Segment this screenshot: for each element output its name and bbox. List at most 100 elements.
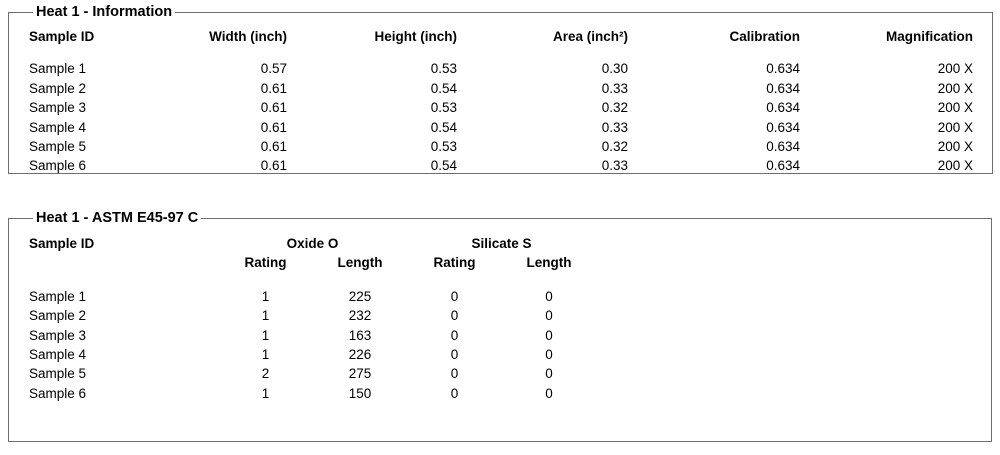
cell-silicate-rating: 0 (450, 308, 459, 324)
cell-silicate-length: 0 (545, 288, 553, 304)
table-row: Sample 1 1 225 0 0 (29, 287, 596, 306)
cell-magnification: 200 X (937, 100, 973, 116)
table-row: Sample 3 1 163 0 0 (29, 326, 596, 345)
cell-magnification: 200 X (937, 139, 973, 155)
cell-oxide-length: 232 (348, 308, 372, 324)
cell-magnification: 200 X (937, 119, 973, 135)
information-header-row: Sample ID Width (inch) Height (inch) Are… (29, 27, 973, 59)
table-row: Sample 6 0.61 0.54 0.33 0.634 200 X (29, 156, 973, 175)
col-header-calibration: Calibration (729, 29, 800, 44)
table-row: Sample 4 0.61 0.54 0.33 0.634 200 X (29, 118, 973, 137)
cell-sample-id: Sample 5 (29, 139, 87, 155)
cell-calibration: 0.634 (766, 139, 800, 155)
group-header-oxide: Oxide O (286, 236, 339, 251)
cell-silicate-length: 0 (545, 308, 553, 324)
cell-sample-id: Sample 1 (29, 288, 87, 304)
cell-sample-id: Sample 4 (29, 119, 87, 135)
astm-subheader-row: Rating Length Rating Length (29, 253, 596, 286)
cell-area: 0.32 (601, 100, 628, 116)
cell-height: 0.53 (430, 100, 457, 116)
cell-sample-id: Sample 3 (29, 327, 87, 343)
cell-oxide-length: 275 (348, 366, 372, 382)
cell-sample-id: Sample 4 (29, 347, 87, 363)
table-row: Sample 1 0.57 0.53 0.30 0.634 200 X (29, 59, 973, 78)
cell-width: 0.57 (260, 61, 287, 77)
cell-oxide-length: 150 (348, 385, 372, 401)
table-row: Sample 3 0.61 0.53 0.32 0.634 200 X (29, 98, 973, 117)
col-header-magnification: Magnification (886, 29, 973, 44)
group-header-silicate: Silicate S (471, 236, 532, 251)
col-header-oxide-rating: Rating (244, 255, 287, 271)
cell-oxide-rating: 2 (261, 366, 270, 382)
cell-sample-id: Sample 2 (29, 80, 87, 96)
cell-magnification: 200 X (937, 80, 973, 96)
cell-oxide-rating: 1 (261, 327, 270, 343)
cell-calibration: 0.634 (766, 80, 800, 96)
cell-oxide-rating: 1 (261, 385, 270, 401)
cell-silicate-rating: 0 (450, 288, 459, 304)
table-row: Sample 6 1 150 0 0 (29, 384, 596, 403)
cell-width: 0.61 (260, 100, 287, 116)
astm-group-header-row: Sample ID Oxide O Silicate S (29, 234, 596, 253)
col-header-oxide-length: Length (337, 255, 383, 271)
information-groupbox-title: Heat 1 - Information (36, 4, 173, 20)
cell-calibration: 0.634 (766, 61, 800, 77)
cell-silicate-rating: 0 (450, 327, 459, 343)
information-table: Sample ID Width (inch) Height (inch) Are… (29, 27, 973, 176)
cell-height: 0.54 (430, 158, 457, 174)
cell-calibration: 0.634 (766, 119, 800, 135)
col-header-width: Width (inch) (209, 29, 287, 44)
cell-sample-id: Sample 2 (29, 308, 87, 324)
cell-width: 0.61 (260, 158, 287, 174)
cell-sample-id: Sample 1 (29, 61, 87, 77)
cell-width: 0.61 (260, 80, 287, 96)
cell-area: 0.33 (601, 80, 628, 96)
cell-silicate-length: 0 (545, 347, 553, 363)
cell-oxide-length: 163 (348, 327, 372, 343)
cell-sample-id: Sample 5 (29, 366, 87, 382)
subheader-spacer (29, 253, 218, 286)
table-row: Sample 4 1 226 0 0 (29, 345, 596, 364)
cell-area: 0.33 (601, 119, 628, 135)
cell-calibration: 0.634 (766, 100, 800, 116)
cell-width: 0.61 (260, 139, 287, 155)
table-row: Sample 2 1 232 0 0 (29, 306, 596, 325)
astm-table: Sample ID Oxide O Silicate S Rating Leng… (29, 234, 596, 403)
cell-height: 0.53 (430, 139, 457, 155)
col-header-sample-id: Sample ID (29, 236, 95, 251)
cell-area: 0.32 (601, 139, 628, 155)
col-header-area: Area (inch²) (552, 29, 628, 44)
cell-sample-id: Sample 6 (29, 385, 87, 401)
cell-height: 0.53 (430, 61, 457, 77)
table-row: Sample 5 0.61 0.53 0.32 0.634 200 X (29, 137, 973, 156)
cell-silicate-rating: 0 (450, 366, 459, 382)
col-header-sample-id: Sample ID (29, 29, 95, 44)
cell-magnification: 200 X (937, 158, 973, 174)
astm-e45-groupbox: Heat 1 - ASTM E45-97 C Sample ID Oxide O… (8, 210, 992, 442)
cell-oxide-length: 226 (348, 347, 372, 363)
cell-oxide-length: 225 (348, 288, 372, 304)
cell-calibration: 0.634 (766, 158, 800, 174)
cell-silicate-rating: 0 (450, 385, 459, 401)
cell-magnification: 200 X (937, 61, 973, 77)
cell-silicate-length: 0 (545, 366, 553, 382)
cell-sample-id: Sample 3 (29, 100, 87, 116)
information-groupbox: Heat 1 - Information Sample ID Width (in… (8, 4, 993, 174)
cell-silicate-length: 0 (545, 327, 553, 343)
table-row: Sample 5 2 275 0 0 (29, 364, 596, 383)
cell-oxide-rating: 1 (261, 308, 270, 324)
cell-silicate-length: 0 (545, 385, 553, 401)
cell-height: 0.54 (430, 119, 457, 135)
cell-area: 0.30 (601, 61, 628, 77)
cell-height: 0.54 (430, 80, 457, 96)
col-header-silicate-rating: Rating (433, 255, 476, 271)
col-header-height: Height (inch) (374, 29, 458, 44)
astm-groupbox-title: Heat 1 - ASTM E45-97 C (36, 210, 199, 226)
cell-area: 0.33 (601, 158, 628, 174)
cell-oxide-rating: 1 (261, 288, 270, 304)
cell-oxide-rating: 1 (261, 347, 270, 363)
table-row: Sample 2 0.61 0.54 0.33 0.634 200 X (29, 79, 973, 98)
cell-sample-id: Sample 6 (29, 158, 87, 174)
cell-silicate-rating: 0 (450, 347, 459, 363)
col-header-silicate-length: Length (526, 255, 572, 271)
